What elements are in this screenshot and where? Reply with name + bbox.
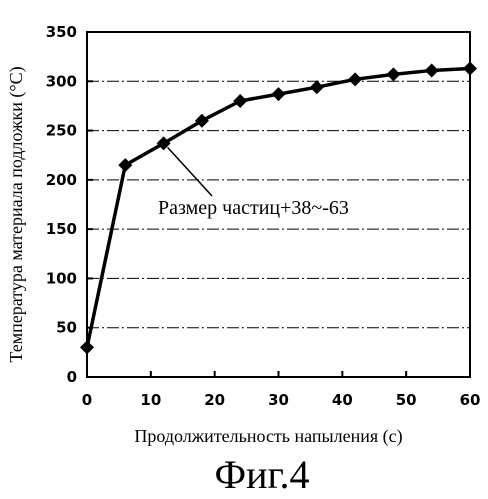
y-tick-label: 200 xyxy=(46,171,77,189)
annotation-leader-line xyxy=(168,147,212,196)
data-point xyxy=(118,158,132,172)
y-tick-label: 50 xyxy=(56,319,77,337)
y-tick-label: 350 xyxy=(46,23,77,41)
x-tick-label: 0 xyxy=(82,391,92,409)
data-point xyxy=(272,87,286,101)
y-tick-label: 250 xyxy=(46,122,77,140)
data-point xyxy=(386,67,400,81)
y-tick-label: 0 xyxy=(67,368,77,386)
data-point xyxy=(348,72,362,86)
series-annotation: Размер частиц+38~-63 xyxy=(158,197,349,219)
x-tick-label: 10 xyxy=(140,391,161,409)
x-tick-label: 20 xyxy=(204,391,225,409)
y-axis-label: Температура материала подложки (°С) xyxy=(6,66,27,362)
data-point xyxy=(80,340,94,354)
x-tick-label: 60 xyxy=(460,391,481,409)
data-point xyxy=(425,63,439,77)
y-tick-label: 100 xyxy=(46,269,77,287)
data-point xyxy=(463,61,477,75)
y-tick-label: 300 xyxy=(46,72,77,90)
data-point xyxy=(310,80,324,94)
x-tick-label: 50 xyxy=(396,391,417,409)
x-tick-label: 40 xyxy=(332,391,353,409)
annotation-layer: Размер частиц+38~-63 xyxy=(158,147,349,219)
figure-caption: Фиг.4 xyxy=(215,452,310,497)
y-tick-label: 150 xyxy=(46,220,77,238)
data-point xyxy=(233,94,247,108)
x-axis-label: Продолжительность напыления (с) xyxy=(134,426,402,447)
x-tick-label: 30 xyxy=(268,391,289,409)
